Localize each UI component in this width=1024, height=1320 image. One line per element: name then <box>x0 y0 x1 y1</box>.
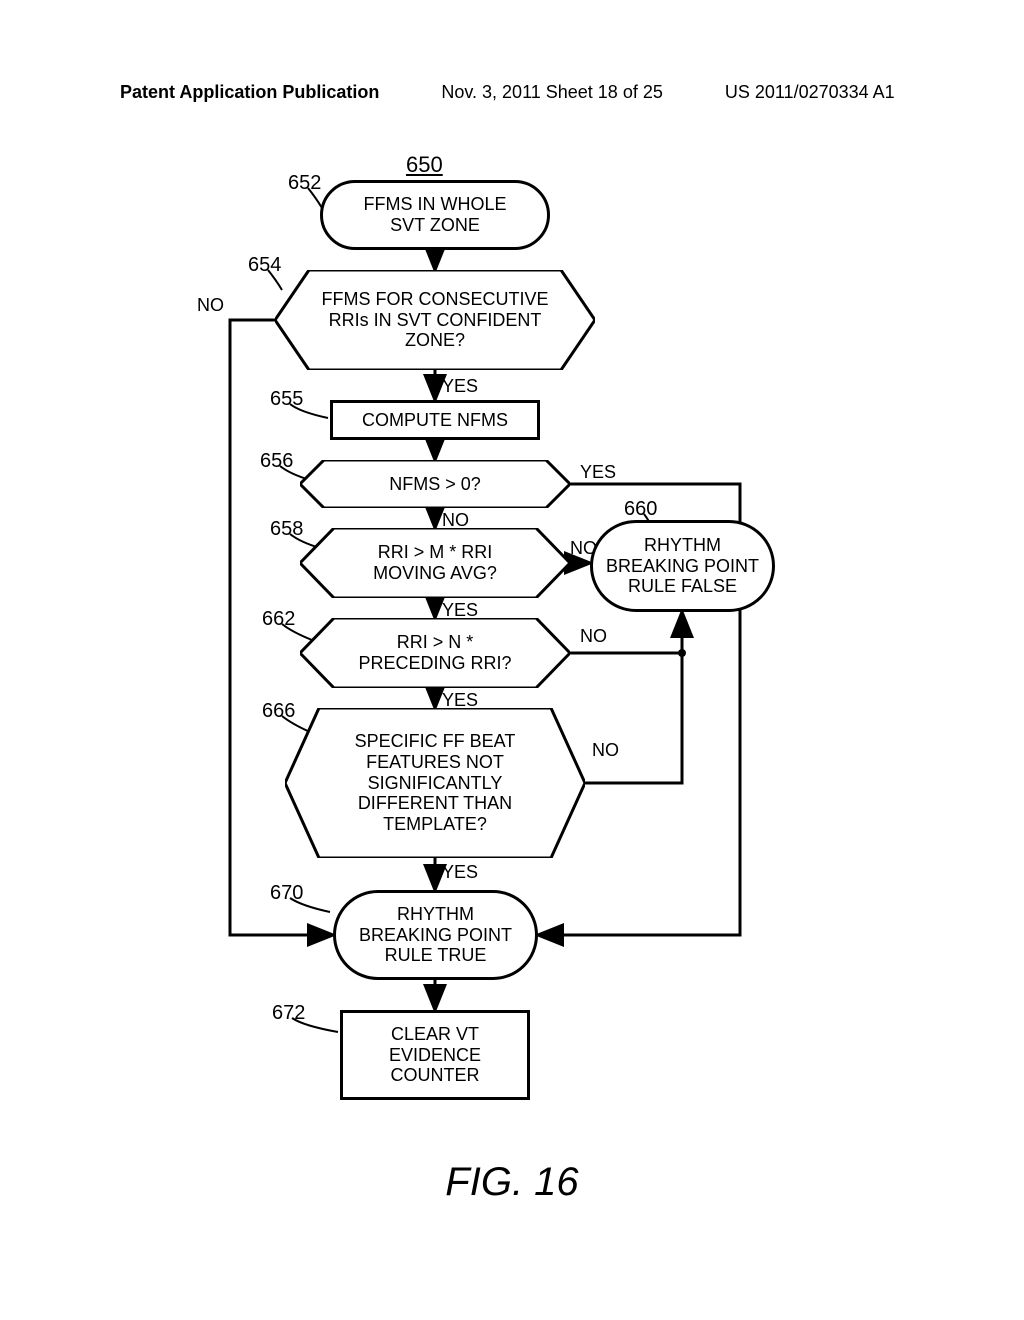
edge-label-no_654: NO <box>197 295 224 316</box>
reference-number-670: 670 <box>270 882 303 905</box>
reference-number-660: 660 <box>624 498 657 521</box>
flowchart-decision-666: SPECIFIC FF BEATFEATURES NOTSIGNIFICANTL… <box>285 708 585 858</box>
edge-label-yes_656: YES <box>580 462 616 483</box>
flowchart-terminator-660: RHYTHMBREAKING POINTRULE FALSE <box>590 520 775 612</box>
figure-caption: FIG. 16 <box>0 1160 1024 1205</box>
flowchart-node-text: SPECIFIC FF BEATFEATURES NOTSIGNIFICANTL… <box>285 708 585 858</box>
flowchart-process-672: CLEAR VTEVIDENCECOUNTER <box>340 1010 530 1100</box>
edge-label-no_656: NO <box>442 510 469 531</box>
reference-number-655: 655 <box>270 388 303 411</box>
reference-number-666: 666 <box>262 700 295 723</box>
reference-number-662: 662 <box>262 608 295 631</box>
flowchart-decision-662: RRI > N *PRECEDING RRI? <box>300 618 570 688</box>
flowchart-decision-656: NFMS > 0? <box>300 460 570 508</box>
flowchart-node-text: RRI > M * RRIMOVING AVG? <box>300 528 570 598</box>
reference-number-654: 654 <box>248 254 281 277</box>
edge-label-no_658: NO <box>570 538 597 559</box>
edge-label-yes_666: YES <box>442 862 478 883</box>
reference-number-652: 652 <box>288 172 321 195</box>
flowchart-terminator-652: FFMS IN WHOLESVT ZONE <box>320 180 550 250</box>
edge-label-no_666: NO <box>592 740 619 761</box>
reference-number-656: 656 <box>260 450 293 473</box>
edge-label-yes_662: YES <box>442 690 478 711</box>
flowchart-process-655: COMPUTE NFMS <box>330 400 540 440</box>
reference-number-672: 672 <box>272 1002 305 1025</box>
patent-figure-page: Patent Application Publication Nov. 3, 2… <box>0 0 1024 1320</box>
header-right-text: US 2011/0270334 A1 <box>725 82 895 103</box>
flowchart-node-text: FFMS FOR CONSECUTIVERRIs IN SVT CONFIDEN… <box>275 270 595 370</box>
edge-label-yes_658: YES <box>442 600 478 621</box>
flow-arrow-dot662 <box>678 649 686 657</box>
flowchart-decision-654: FFMS FOR CONSECUTIVERRIs IN SVT CONFIDEN… <box>275 270 595 370</box>
page-header: Patent Application Publication Nov. 3, 2… <box>0 82 1024 103</box>
flowchart-node-text: NFMS > 0? <box>300 460 570 508</box>
header-mid-text: Nov. 3, 2011 Sheet 18 of 25 <box>441 82 663 103</box>
edge-label-yes_654: YES <box>442 376 478 397</box>
edge-label-no_662: NO <box>580 626 607 647</box>
flowchart-node-text: RRI > N *PRECEDING RRI? <box>300 618 570 688</box>
reference-number-658: 658 <box>270 518 303 541</box>
flowchart-terminator-670: RHYTHMBREAKING POINTRULE TRUE <box>333 890 538 980</box>
figure-number-650: 650 <box>406 152 443 178</box>
flowchart-decision-658: RRI > M * RRIMOVING AVG? <box>300 528 570 598</box>
flowchart-diagram: FFMS IN WHOLESVT ZONE FFMS FOR CONSECUTIV… <box>200 140 760 1120</box>
header-left-text: Patent Application Publication <box>120 82 379 103</box>
